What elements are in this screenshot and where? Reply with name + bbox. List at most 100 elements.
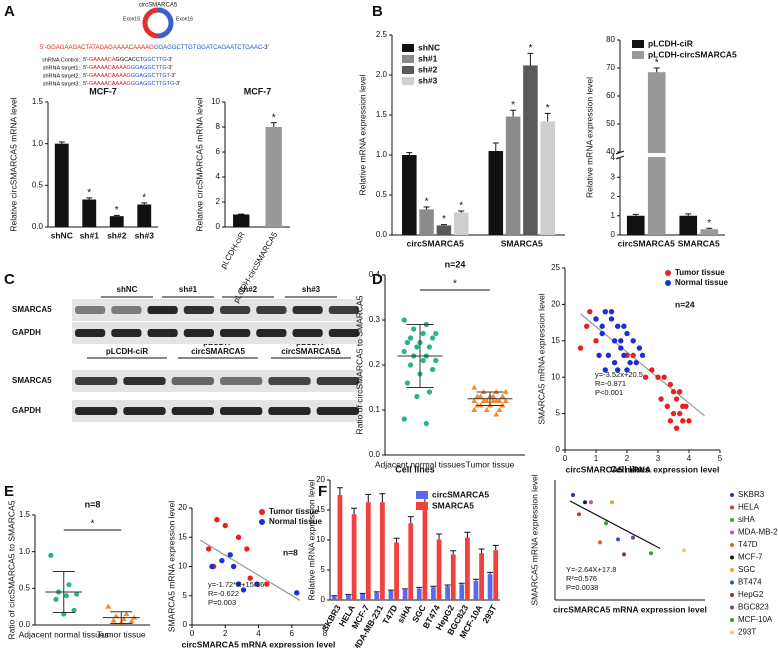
point: [627, 359, 633, 366]
point: [420, 330, 426, 337]
legend-marker: [730, 630, 734, 635]
error-bar: [416, 586, 423, 589]
y-tick-label: 80: [606, 35, 615, 44]
row-label: GAPDH: [12, 328, 41, 337]
point: [66, 582, 72, 588]
significance: *: [142, 192, 146, 203]
significance: *: [453, 279, 457, 290]
point: [631, 535, 635, 540]
point: [658, 396, 664, 402]
blot-band: [123, 407, 166, 415]
y-tick-label: 1.0: [376, 150, 388, 159]
point: [673, 396, 680, 402]
legend-label: MCF-10A: [738, 615, 773, 624]
blot-band: [147, 306, 178, 314]
point: [599, 330, 605, 337]
y-tick-label: 25: [551, 263, 560, 272]
point: [264, 581, 270, 587]
point: [677, 389, 683, 395]
legend-label: MCF-7: [738, 553, 763, 562]
error-bar: [685, 213, 692, 216]
bar: [488, 151, 504, 235]
bar: [388, 591, 394, 600]
point: [502, 398, 509, 403]
bar: [265, 127, 282, 227]
x-axis-label: circSMARCA5 mRNA expression level: [566, 464, 720, 474]
legend-swatch: [632, 40, 644, 48]
error-bar: [487, 571, 494, 575]
point: [608, 316, 615, 322]
chart-title: n=24: [445, 259, 466, 269]
error-bar: [706, 227, 713, 230]
point: [611, 359, 618, 366]
y-axis-label: Relative circSMARCA5 mRNA level: [8, 97, 18, 231]
x-tick-label: 6: [290, 629, 295, 638]
blot-band: [171, 377, 214, 385]
point: [411, 326, 417, 332]
blot-band: [328, 306, 359, 314]
panel-letter: E: [4, 483, 14, 500]
legend-label: Normal tissue: [675, 278, 728, 287]
point: [420, 357, 426, 364]
point: [633, 359, 639, 366]
x-axis-label: circSMARCA5 mRNA expression level: [553, 604, 707, 614]
legend-label: pLCDH-ciR: [648, 38, 693, 48]
lane-label: circSMARCA5Δ: [281, 347, 341, 356]
point: [209, 563, 215, 570]
bar: [402, 589, 408, 600]
x-tick-label: Tumor tissue: [97, 629, 146, 639]
row-label: GAPDH: [12, 406, 41, 415]
significance: *: [272, 112, 276, 123]
chart-title: Cell lines: [395, 464, 435, 474]
point: [605, 352, 612, 359]
x-tick-label: 0: [190, 629, 195, 638]
error-bar: [632, 213, 639, 216]
point: [244, 546, 250, 552]
point: [602, 308, 608, 315]
error-bar: [423, 206, 430, 210]
lane-label: sh#2: [239, 285, 258, 294]
legend-marker: [730, 568, 734, 572]
x-tick-label: 1: [594, 454, 599, 463]
point: [598, 540, 602, 545]
x-tick-label: 8: [323, 629, 328, 638]
panel-letter: F: [318, 483, 327, 500]
y-tick-label: 0.2: [369, 360, 381, 369]
bar: [479, 553, 484, 600]
point: [599, 323, 605, 329]
point: [254, 581, 260, 587]
legend-swatch: [402, 55, 414, 63]
point: [105, 603, 112, 609]
shrna-part: GGAGGCTTGT: [131, 73, 171, 79]
y-axis-label: Ratio of circSMARCA5 to SMARCA5: [6, 500, 16, 639]
blot-strip: [72, 370, 362, 392]
y-tick-label: 10: [316, 535, 325, 544]
legend-label: Tumor tissue: [269, 507, 319, 516]
point: [571, 493, 575, 497]
point: [430, 335, 436, 341]
point: [401, 348, 407, 355]
y-tick-label: 4: [611, 153, 616, 162]
legend-marker: [259, 519, 265, 525]
y-tick-label: 60: [606, 91, 615, 100]
blot-band: [256, 306, 287, 314]
blot-band: [75, 377, 118, 385]
error-bar: [351, 507, 358, 515]
y-tick-label: 15: [178, 532, 187, 541]
legend-swatch: [416, 491, 428, 499]
point: [110, 617, 117, 623]
significance: *: [87, 187, 91, 198]
point: [667, 381, 674, 388]
y-axis-label: Relative mRNA expression level: [306, 479, 316, 600]
y-tick-label: 5: [183, 591, 188, 600]
bar: [360, 594, 365, 600]
point: [205, 546, 212, 552]
blot-band: [292, 306, 323, 314]
y-tick-label: 0.0: [376, 230, 388, 239]
legend-marker: [730, 493, 734, 497]
x-tick-label: 4: [256, 629, 261, 638]
point: [113, 613, 120, 619]
fit-line: [200, 539, 301, 601]
point: [677, 410, 683, 417]
shrna-part: GAAAACAAAAG: [89, 65, 131, 71]
